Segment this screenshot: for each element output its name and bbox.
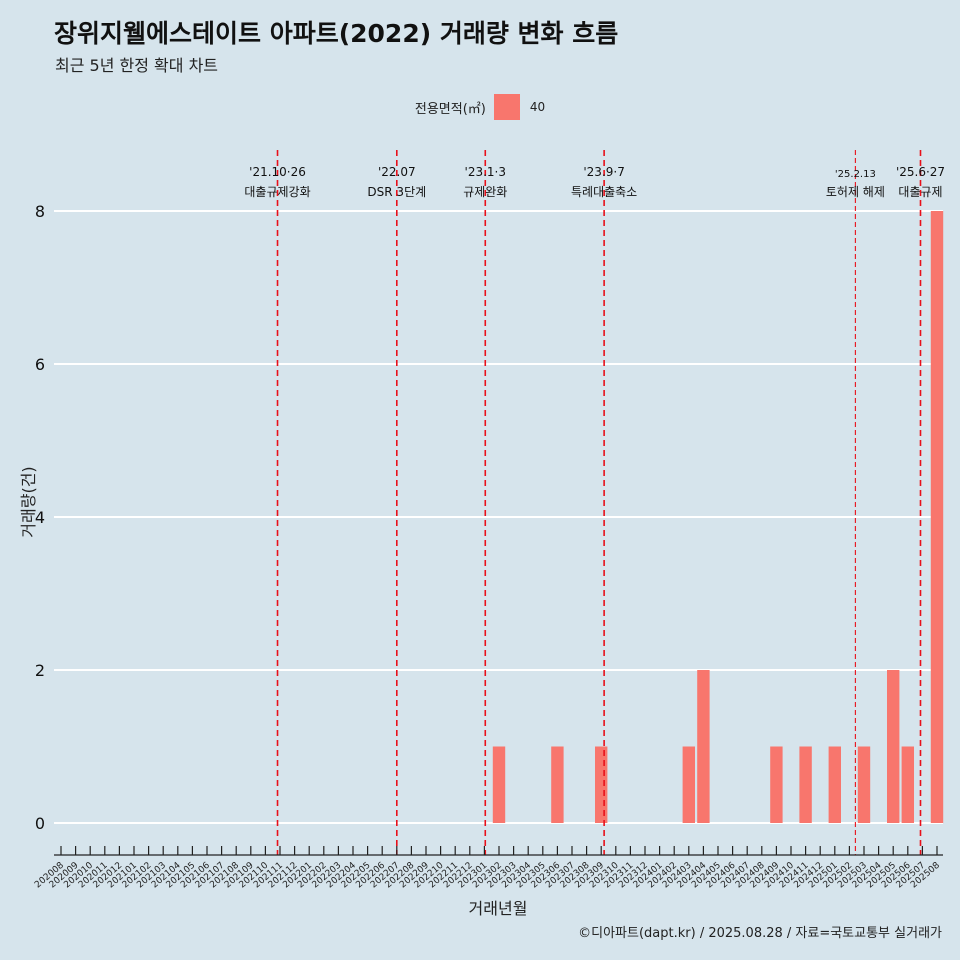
bar-202506 — [901, 746, 914, 823]
legend-title: 전용면적(㎡) — [414, 101, 486, 117]
chart-caption: ©디아파트(dapt.kr) / 2025.08.28 / 자료=국토교통부 실… — [578, 926, 942, 941]
annotation-date-0: '21.10·26 — [249, 165, 306, 179]
annotation-label-4: 토허제 해제 — [826, 185, 885, 199]
y-axis-title: 거래량(건) — [19, 466, 38, 537]
y-tick-label-1: 2 — [35, 661, 45, 680]
annotation-label-0: 대출규제강화 — [244, 185, 310, 199]
bar-202302 — [492, 746, 506, 823]
annotation-label-3: 특례대출축소 — [571, 185, 637, 199]
bar-202403 — [682, 746, 695, 823]
annotation-date-5: '25.6·27 — [896, 165, 945, 179]
bar-202404 — [697, 670, 710, 823]
y-tick-label-2: 4 — [35, 508, 45, 527]
bar-202306 — [551, 746, 564, 823]
y-axis: 0 2 4 6 8 — [35, 202, 45, 833]
x-axis: 2020082020092020102020112020122021012021… — [33, 846, 943, 890]
gridlines — [54, 210, 943, 824]
chart-title: 장위지웰에스테이트 아파트(2022) 거래량 변화 흐름 — [54, 19, 619, 48]
annotation-label-2: 규제완화 — [463, 185, 507, 199]
annotations: '21.10·26 대출규제강화 '22.07 DSR 3단계 '23.1·3 규제완화 '… — [244, 165, 945, 199]
bars — [492, 211, 944, 823]
annotation-date-2: '23.1·3 — [465, 165, 506, 179]
legend-entry-label: 40 — [529, 100, 546, 114]
bar-202508 — [930, 211, 944, 823]
legend-swatch — [493, 94, 520, 120]
bar-202409 — [770, 746, 783, 823]
x-axis-title: 거래년월 — [469, 899, 528, 918]
annotation-lines — [276, 150, 922, 855]
bar-202411 — [799, 746, 812, 823]
annotation-date-4: '25.2.13 — [835, 169, 876, 180]
y-tick-label-0: 0 — [35, 814, 45, 833]
bar-202503 — [857, 746, 871, 823]
bar-202501 — [828, 746, 841, 823]
bar-202309 — [595, 746, 608, 823]
annotation-date-3: '23.9·7 — [583, 165, 624, 179]
annotation-label-1: DSR 3단계 — [367, 185, 426, 199]
annotation-label-5: 대출규제 — [898, 185, 942, 199]
y-tick-label-4: 8 — [35, 202, 45, 221]
chart-subtitle: 최근 5년 한정 확대 차트 — [55, 56, 219, 75]
bar-202505 — [887, 670, 900, 823]
annotation-date-1: '22.07 — [378, 165, 416, 179]
legend: 전용면적(㎡) 40 — [0, 94, 960, 120]
y-tick-label-3: 6 — [35, 355, 45, 374]
